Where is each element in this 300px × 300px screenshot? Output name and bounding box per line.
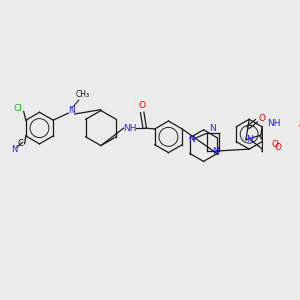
Text: N: N [246, 135, 253, 144]
Text: N: N [209, 124, 216, 133]
Text: O: O [298, 122, 300, 131]
Text: N: N [11, 145, 17, 154]
Text: O: O [271, 140, 278, 149]
Text: NH: NH [267, 118, 281, 127]
Text: O: O [274, 143, 281, 152]
Text: NH: NH [123, 124, 136, 133]
Text: N: N [212, 147, 219, 156]
Text: C: C [17, 140, 23, 148]
Text: N: N [69, 106, 75, 115]
Text: O: O [258, 113, 266, 122]
Text: Cl: Cl [14, 104, 23, 113]
Text: N: N [188, 135, 195, 144]
Text: O: O [139, 101, 145, 110]
Text: CH₃: CH₃ [75, 90, 89, 99]
